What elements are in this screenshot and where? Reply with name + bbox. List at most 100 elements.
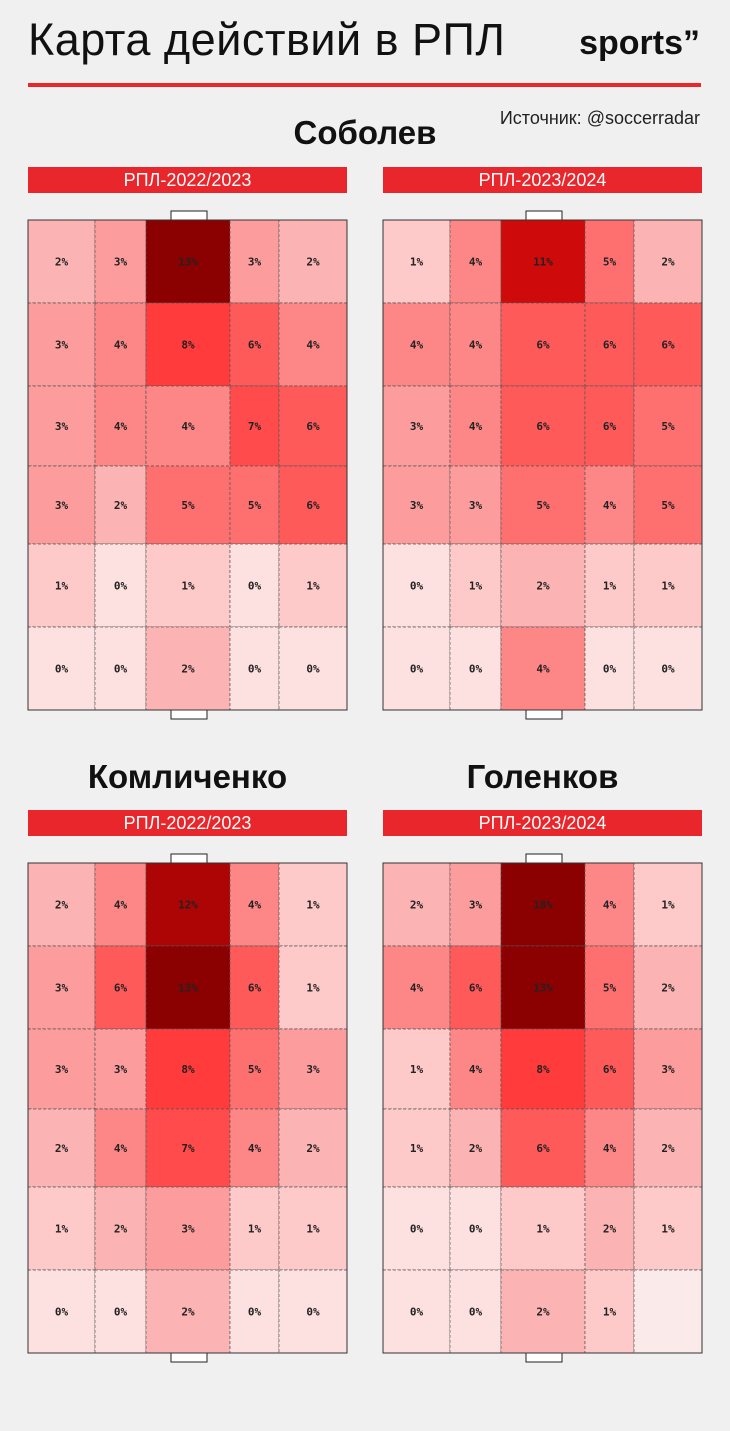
cell-value-label: 2% [114,499,128,512]
heatmap-cell [278,302,348,387]
heatmap-cell [633,302,703,387]
cell-value-label: 6% [306,420,320,433]
heatmap-cell [145,862,231,947]
heatmap-cell [449,626,502,711]
heatmap-cell [500,219,586,304]
cell-value-label: 1% [661,580,675,593]
heatmap-cell [229,385,280,467]
cell-value-label: 3% [306,1063,320,1076]
cell-value-label: 1% [248,1223,262,1236]
cell-value-label: 0% [603,663,617,676]
cell-value-label: 3% [55,499,69,512]
cell-value-label: 1% [55,1223,69,1236]
cell-value-label: 0% [410,663,424,676]
cell-value-label: 2% [469,1142,483,1155]
heatmap-cell [449,862,502,947]
source-credit: Источник: @soccerradar [499,108,700,128]
heatmap-cell [584,1186,635,1271]
cell-value-label: 5% [661,499,675,512]
heatmap-cell [584,1108,635,1188]
cell-value-label: 0% [469,663,483,676]
cell-value-label: 4% [410,339,424,352]
heatmap-cell [382,219,451,304]
heatmap-cell [94,1108,147,1188]
cell-value-label: 0% [248,1306,262,1319]
heatmap-cell [500,1108,586,1188]
heatmap-cell [382,862,451,947]
cell-value-label: 5% [603,982,617,995]
heatmap-cell [633,945,703,1030]
heatmap-cell [27,302,96,387]
cell-value-label: 6% [603,1063,617,1076]
heatmap-cell [500,465,586,545]
cell-value-label: 4% [469,1063,483,1076]
heatmap-cell [500,1269,586,1354]
cell-value-label: 3% [55,982,69,995]
heatmap-cell [633,219,703,304]
heatmap-cell [94,1186,147,1271]
heatmap-cell [449,1269,502,1354]
cell-value-label: 1% [469,580,483,593]
cell-value-label: 1% [306,899,320,912]
cell-value-label: 2% [306,1142,320,1155]
heatmap-cell [278,465,348,545]
cell-value-label: 1% [306,1223,320,1236]
cell-value-label: 4% [114,1142,128,1155]
cell-value-label: 1% [410,1063,424,1076]
cell-value-label: 1% [410,1142,424,1155]
cell-value-label: 2% [661,982,675,995]
cell-value-label: 1% [306,982,320,995]
heatmap-cell [584,1028,635,1110]
heatmap-cell [584,219,635,304]
heatmap-cell [382,543,451,628]
cell-value-label: 1% [661,899,675,912]
heatmap-cell [94,219,147,304]
cell-value-label: 2% [55,256,69,269]
goal-bottom [525,709,563,720]
cell-value-label: 0% [306,1306,320,1319]
heatmap-cell [145,1028,231,1110]
cell-value-label: 4% [248,899,262,912]
pitch-heatmap: 1% 4% 11% 5% 2% 4% 4% 6% 6% 6% 3% 4% 6% 6% 5% 3% 3% 5% 4% 5… [382,210,703,720]
cell-value-label: 8% [181,339,195,352]
heatmap-cell [584,385,635,467]
heatmap-cell [633,385,703,467]
cell-value-label: 4% [469,420,483,433]
goal-bottom [170,1352,208,1363]
cell-value-label: 7% [181,1142,195,1155]
cell-value-label: 6% [536,1142,550,1155]
cell-value-label: 4% [306,339,320,352]
cell-value-label: 0% [55,663,69,676]
cell-value-label: 0% [469,1306,483,1319]
cell-value-label: 2% [114,1223,128,1236]
cell-value-label: 1% [536,1223,550,1236]
heatmap-cell [145,219,231,304]
heatmap-cell [94,862,147,947]
cell-value-label: 3% [248,256,262,269]
heatmap-cell [449,465,502,545]
cell-value-label: 18% [533,899,553,912]
cell-value-label: 0% [55,1306,69,1319]
cell-value-label: 3% [181,1223,195,1236]
cell-value-label: 4% [469,256,483,269]
cell-value-label: 3% [410,420,424,433]
heatmap-cell [584,302,635,387]
cell-value-label: 0% [114,663,128,676]
heatmap-cell [94,465,147,545]
heatmap-cell [500,626,586,711]
cell-value-label: 8% [181,1063,195,1076]
heatmap-cell [500,302,586,387]
heatmap-cell [633,1269,703,1354]
cell-value-label: 3% [114,256,128,269]
cell-value-label: 3% [469,499,483,512]
heatmap-cell [27,1108,96,1188]
heatmap-cell [633,1108,703,1188]
cell-value-label: 3% [661,1063,675,1076]
goal-top [525,210,563,221]
pitch-border [382,219,703,711]
pitch-border [382,862,703,1354]
heatmap-cell [229,1028,280,1110]
heatmap-cell [229,465,280,545]
heatmap-cell [278,1186,348,1271]
pitch-border [27,219,348,711]
